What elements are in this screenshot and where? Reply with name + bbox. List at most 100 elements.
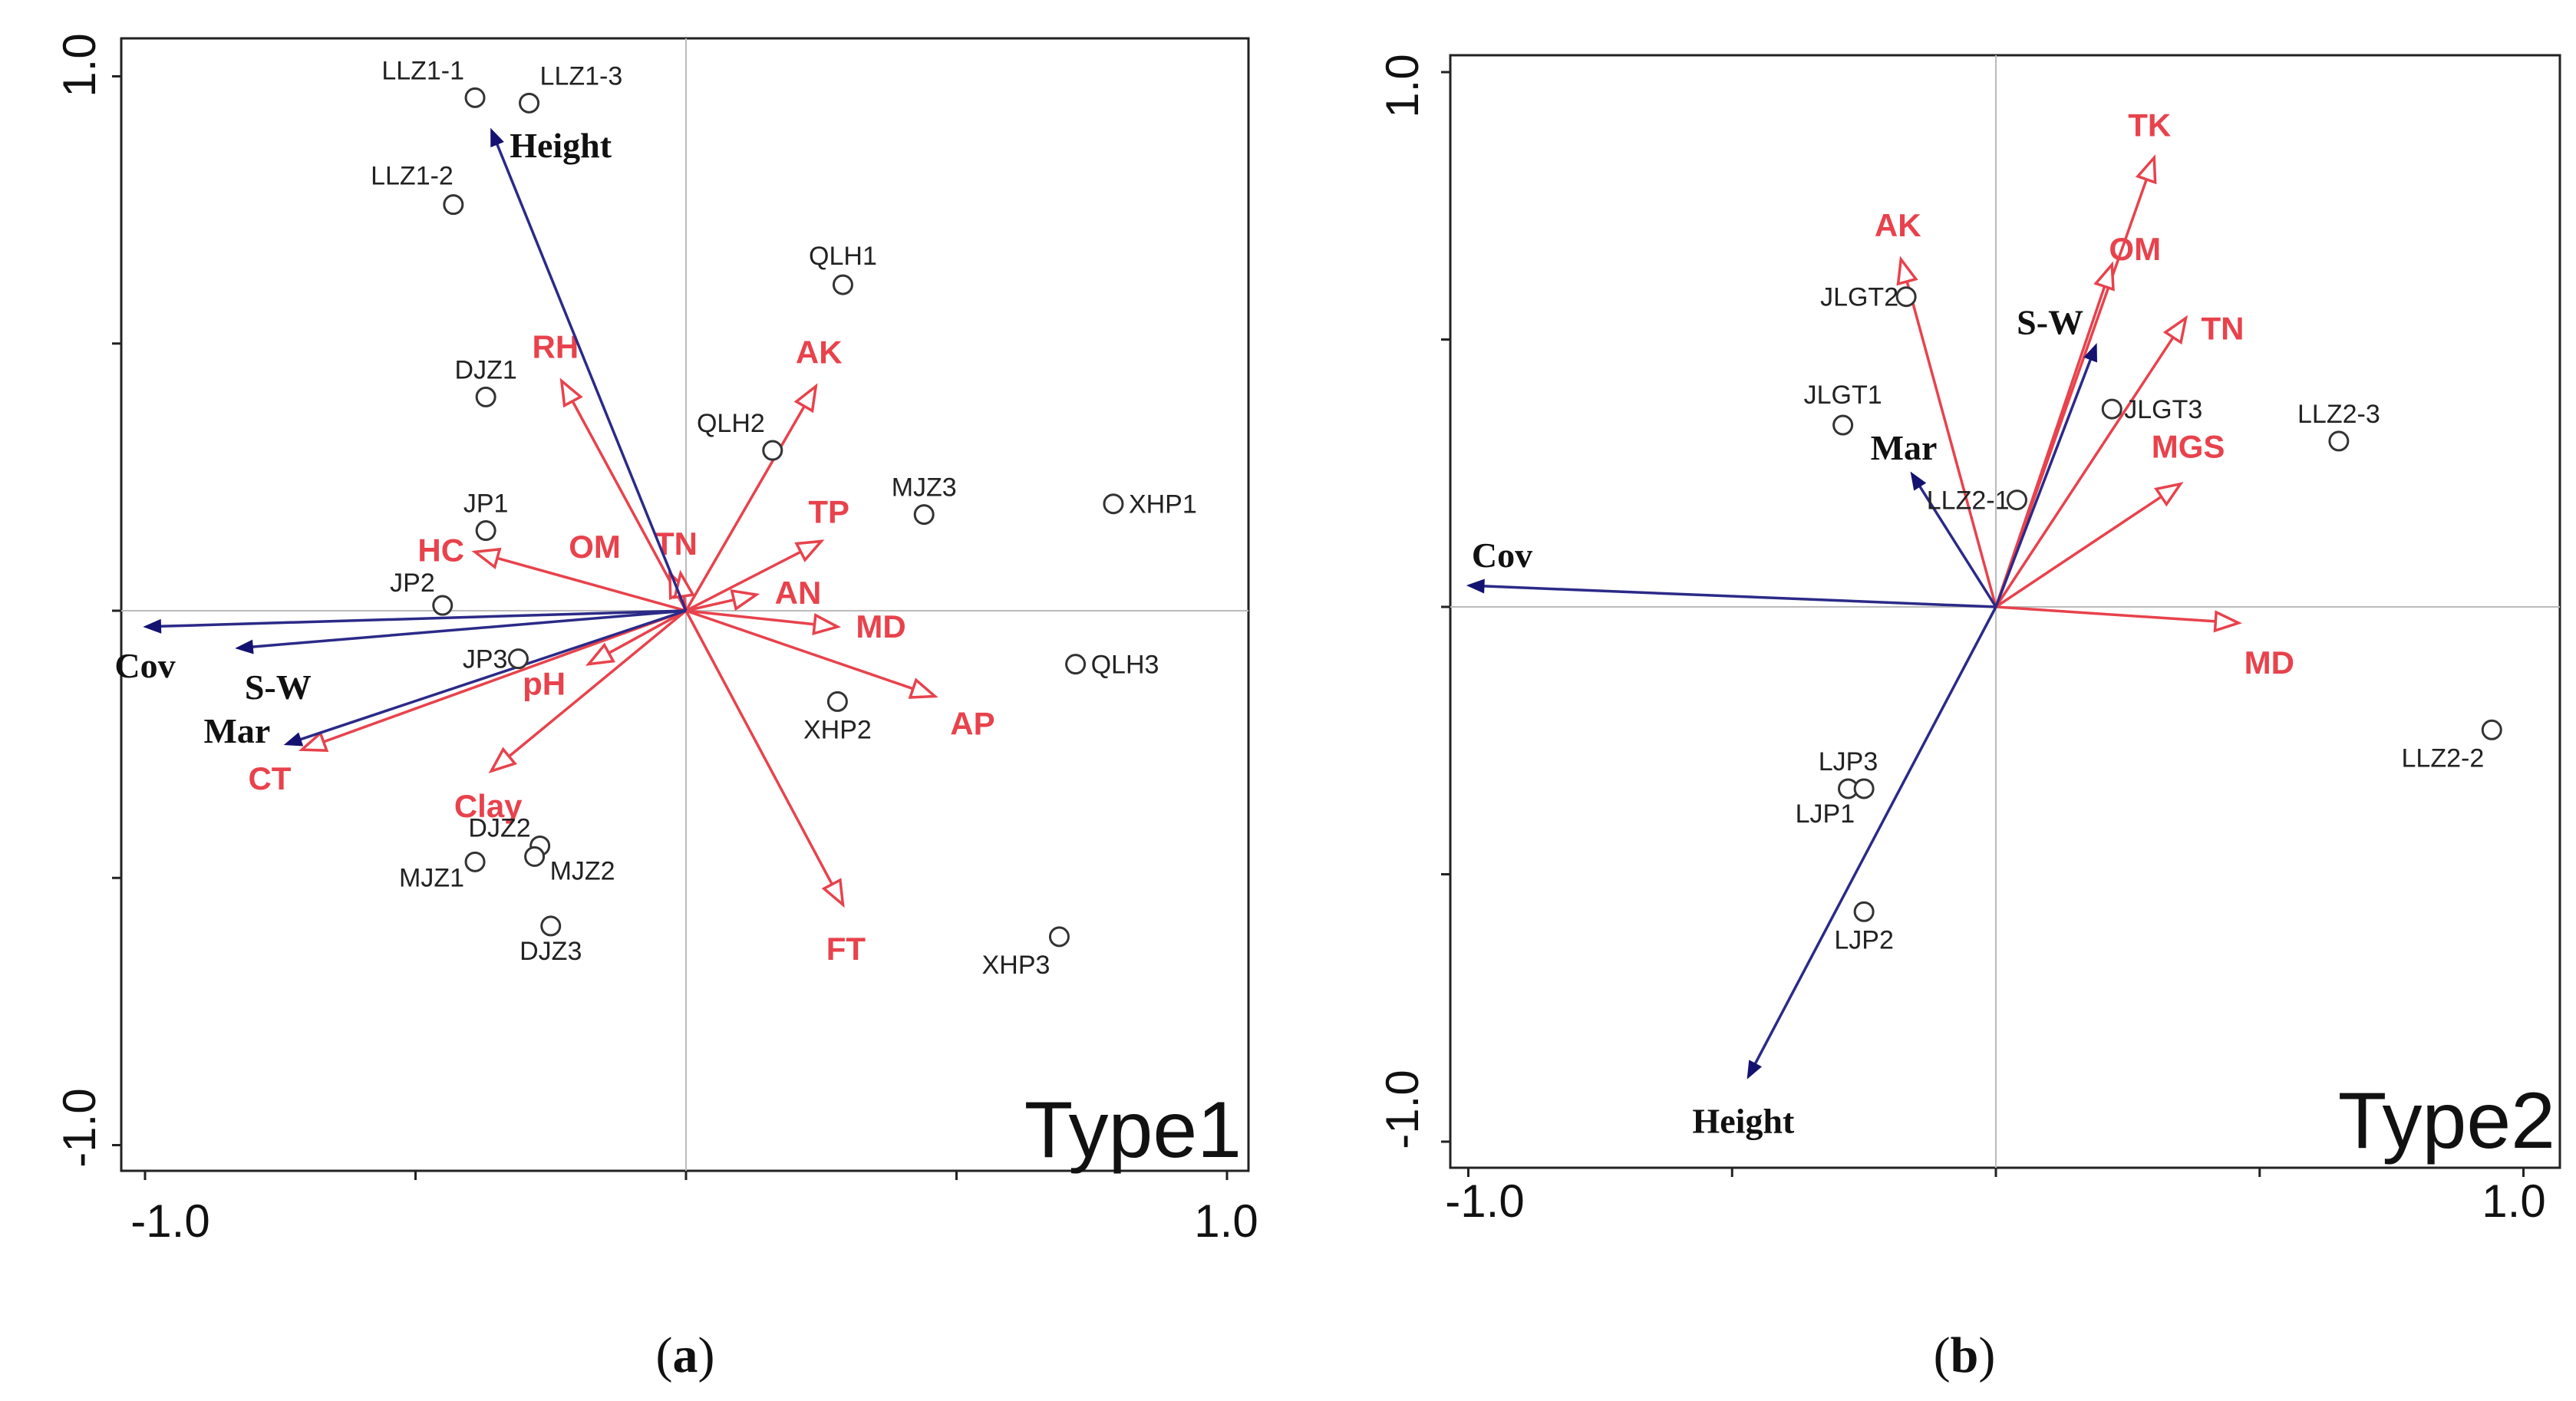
panel-b: -1.0 1.0 1.0 -1.0 Type2 AK TK OM TN MGS MD S-W… bbox=[1377, 54, 2561, 1383]
panel-a-env-label-ak: AK bbox=[796, 334, 843, 370]
panel-a-site-point-jp2 bbox=[432, 595, 454, 616]
panel-a-species-label-mar: Mar bbox=[203, 711, 270, 750]
panel-a-env-label-ct: CT bbox=[248, 760, 291, 796]
panel-a-env-vector-ap bbox=[685, 609, 914, 691]
panel-a-ticks bbox=[112, 75, 1229, 1180]
panel-a-species-label-s-w: S-W bbox=[245, 668, 312, 707]
panel-b-site-label-jlgt3: JLGT3 bbox=[2124, 395, 2202, 424]
panel-a-env-vector-hc bbox=[496, 556, 687, 612]
panel-b-x-tick-min: -1.0 bbox=[1445, 1175, 1524, 1227]
panel-a-env-label-tp: TP bbox=[808, 493, 849, 529]
panel-b-site-label-ljp3: LJP3 bbox=[1819, 747, 1878, 776]
panel-b-env-label-ak: AK bbox=[1875, 207, 1921, 243]
panel-b-species-vector-height bbox=[1753, 606, 1997, 1065]
panel-b-species-vector-mar bbox=[1918, 485, 1997, 608]
panel-b-species-arrowhead-cov bbox=[1466, 579, 1485, 594]
panel-a-env-label-hc: HC bbox=[417, 532, 464, 568]
panel-a-env-arrowhead-hc bbox=[471, 547, 502, 569]
panel-a-env-label-om: OM bbox=[569, 529, 621, 565]
panel-b-species-arrowhead-s-w bbox=[2083, 342, 2097, 363]
panel-b-site-label-ljp1: LJP1 bbox=[1796, 799, 1855, 829]
panel-a-vectors: RH AK TP AN OM TN HC MD AP pH Clay CT FT Height Cov S-W… bbox=[114, 126, 994, 967]
panel-a-caption: (a) bbox=[656, 1327, 715, 1383]
panel-b-env-vector-mgs bbox=[1995, 495, 2162, 608]
panel-a-site-label-djz2: DJZ2 bbox=[468, 813, 530, 842]
panel-a-site-point-mjz3 bbox=[913, 504, 935, 526]
panel-b-env-label-om: OM bbox=[2109, 231, 2161, 267]
panel-a-species-arrowhead-mar bbox=[283, 732, 304, 747]
panel-a-env-arrowhead-ct bbox=[298, 730, 329, 753]
panel-a-env-label-clay: Clay bbox=[454, 788, 523, 824]
panel-a-env-label-tn: TN bbox=[655, 526, 698, 562]
panel-b-site-label-llz2-2: LLZ2-2 bbox=[2402, 743, 2485, 773]
panel-a-env-label-ph: pH bbox=[523, 666, 566, 702]
panel-a-env-label-ft: FT bbox=[826, 931, 866, 967]
panel-b-species-label-mar: Mar bbox=[1871, 428, 1938, 467]
panel-b-site-point-jlgt1 bbox=[1832, 414, 1854, 436]
panel-a-site-point-llz1-3 bbox=[519, 92, 540, 114]
panel-a-species-arrowhead-cov bbox=[143, 618, 162, 634]
panel-a-env-label-rh: RH bbox=[533, 329, 579, 365]
panel-a-x-tick-min: -1.0 bbox=[130, 1195, 209, 1247]
panel-b-env-label-tk: TK bbox=[2128, 107, 2171, 143]
panel-b-y-tick-max: 1.0 bbox=[1377, 54, 1428, 117]
panel-a-site-point-djz1 bbox=[475, 386, 496, 407]
panel-b-species-arrowhead-mar bbox=[1910, 471, 1927, 491]
panel-a-site-point-llz1-2 bbox=[443, 194, 464, 216]
panel-a-caption-letter: a bbox=[673, 1327, 698, 1383]
panel-a-site-label-llz1-1: LLZ1-1 bbox=[381, 56, 464, 85]
panel-a-env-arrowhead-ft bbox=[821, 878, 845, 908]
panel-b-site-label-ljp2: LJP2 bbox=[1834, 925, 1894, 954]
panel-b-env-vector-tn bbox=[1994, 336, 2175, 608]
panel-b-vectors: AK TK OM TN MGS MD S-W Mar Cov Height bbox=[1466, 107, 2294, 1140]
panel-a-site-point-jp1 bbox=[475, 520, 496, 542]
panel-a-env-label-ap: AP bbox=[950, 705, 994, 741]
panel-a-site-label-mjz3: MJZ3 bbox=[892, 473, 957, 503]
panel-a-env-vector-ct bbox=[323, 609, 687, 743]
panel-a-site-point-djz3 bbox=[540, 915, 562, 937]
panel-a-env-arrowhead-ap bbox=[908, 677, 938, 699]
panel-a-env-vector-rh bbox=[571, 401, 688, 611]
panel-b-env-vector-ak bbox=[1905, 281, 1997, 608]
panel-a-site-label-xhp1: XHP1 bbox=[1129, 490, 1197, 519]
panel-b-env-vector-om bbox=[1994, 285, 2106, 608]
panel-a-site-point-llz1-1 bbox=[464, 87, 486, 108]
panel-b-env-arrowhead-tk bbox=[2135, 154, 2157, 185]
panel-b-env-arrowhead-tn bbox=[2162, 315, 2188, 345]
panel-a-site-point-qlh1 bbox=[832, 274, 853, 295]
panel-a-site-point-xhp1 bbox=[1103, 493, 1124, 515]
panel-b-site-point-jlgt2 bbox=[1895, 286, 1917, 308]
panel-b-env-label-tn: TN bbox=[2202, 311, 2245, 347]
panel-a-site-label-djz1: DJZ1 bbox=[455, 355, 517, 384]
panel-a-env-arrowhead-ph bbox=[585, 642, 615, 666]
panel-b-species-label-height: Height bbox=[1692, 1101, 1795, 1140]
panel-a-y-tick-min: -1.0 bbox=[54, 1088, 105, 1167]
panel-a-site-label-llz1-2: LLZ1-2 bbox=[371, 162, 454, 191]
panel-b-caption: (b) bbox=[1934, 1327, 1996, 1383]
panel-a-env-arrowhead-rh bbox=[559, 377, 583, 408]
panel-a-site-point-mjz2 bbox=[524, 846, 546, 867]
panel-a-site-point-mjz1 bbox=[464, 851, 486, 872]
panel-b-site-point-ljp2 bbox=[1853, 901, 1875, 922]
panel-a-site-label-llz1-3: LLZ1-3 bbox=[540, 61, 623, 91]
panel-b-species-vector-cov bbox=[1483, 585, 1997, 608]
panel-a: -1.0 1.0 1.0 -1.0 Type1 RH AK TP AN OM TN HC MD… bbox=[54, 33, 1258, 1383]
panel-b-caption-letter: b bbox=[1951, 1327, 1979, 1383]
panel-a-env-vector-ph bbox=[608, 609, 687, 654]
panel-a-site-label-mjz2: MJZ2 bbox=[550, 856, 615, 885]
panel-a-site-label-xhp3: XHP3 bbox=[982, 951, 1051, 980]
panel-a-env-vector-md bbox=[685, 609, 815, 626]
panel-a-site-label-mjz1: MJZ1 bbox=[399, 863, 464, 892]
panel-a-site-label-qlh2: QLH2 bbox=[697, 409, 765, 438]
panel-b-type-label: Type2 bbox=[2338, 1076, 2555, 1165]
panel-a-env-arrowhead-tn bbox=[673, 569, 695, 599]
panel-a-env-label-an: AN bbox=[775, 575, 822, 611]
panel-a-species-vector-mar bbox=[299, 609, 687, 741]
panel-a-y-tick-max: 1.0 bbox=[54, 33, 105, 97]
panel-a-site-label-xhp2: XHP2 bbox=[803, 715, 872, 744]
panel-a-species-vector-cov bbox=[160, 609, 687, 628]
panel-b-site-point-llz2-3 bbox=[2328, 430, 2350, 452]
panel-b-site-point-llz2-1 bbox=[2007, 490, 2027, 511]
panel-b-env-vector-md bbox=[1995, 605, 2216, 623]
